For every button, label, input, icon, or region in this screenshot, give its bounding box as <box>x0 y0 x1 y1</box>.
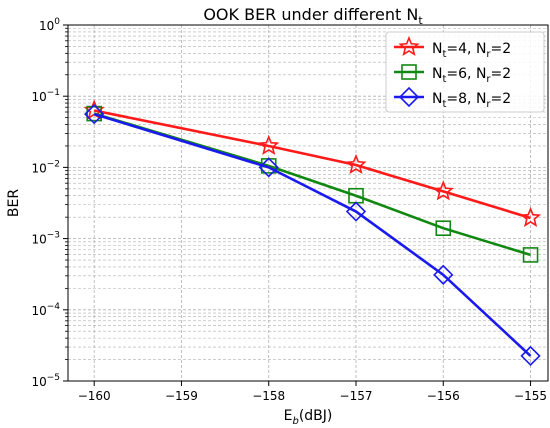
y-axis-ticks: 100 10−1 10−2 10−3 10−4 10−5 <box>31 17 68 389</box>
chart-title: OOK BER under different Nt <box>203 5 423 27</box>
y-tick-label: 10−5 <box>31 373 60 389</box>
data-point <box>345 201 367 222</box>
data-point <box>519 206 542 227</box>
series-line <box>93 112 532 357</box>
x-axis-ticks: −160 −159 −158 −157 −156 −155 <box>78 381 547 403</box>
legend-item: Nt=6, Nr=2 <box>394 64 511 85</box>
legend-box <box>385 31 545 113</box>
legend-item: Nt=8, Nr=2 <box>394 86 511 110</box>
x-tick-label: −158 <box>252 389 285 403</box>
series-1 <box>83 99 542 227</box>
x-tick-label: −155 <box>514 389 547 403</box>
y-tick-label: 10−2 <box>31 159 60 175</box>
data-point <box>84 103 105 125</box>
plot-frame <box>67 24 549 382</box>
series-3 <box>84 103 541 367</box>
legend-label: Nt=4, Nr=2 <box>432 41 511 60</box>
data-point <box>258 134 280 155</box>
y-tick-label: 10−4 <box>31 302 60 318</box>
legend-marker <box>401 64 417 80</box>
legend-label: Nt=8, Nr=2 <box>432 91 511 110</box>
data-point <box>433 264 454 285</box>
legend-item: Nt=4, Nr=2 <box>394 35 511 60</box>
x-tick-label: −159 <box>165 389 198 403</box>
data-point <box>345 153 367 175</box>
x-axis-label: Eb(dBJ) <box>284 408 333 427</box>
data-point <box>432 180 454 201</box>
series-line <box>93 109 531 220</box>
legend: Nt=4, Nr=2 Nt=6, Nr=2 Nt=8, Nr=2 <box>385 31 545 113</box>
data-point <box>522 247 539 263</box>
y-axis-label: BER <box>6 189 22 217</box>
y-tick-label: 10−3 <box>31 231 60 247</box>
x-tick-label: −157 <box>340 389 373 403</box>
data-point <box>86 105 102 122</box>
data-point <box>520 345 541 367</box>
y-tick-label: 10−1 <box>31 88 60 104</box>
legend-marker <box>398 86 420 108</box>
data-point <box>258 157 279 178</box>
data-point <box>435 220 452 236</box>
y-tick-label: 100 <box>39 17 60 33</box>
x-tick-label: −160 <box>78 389 111 403</box>
legend-marker <box>398 35 420 56</box>
series-layer <box>83 99 542 367</box>
legend-label: Nt=6, Nr=2 <box>432 66 511 85</box>
x-tick-label: −156 <box>427 389 460 403</box>
